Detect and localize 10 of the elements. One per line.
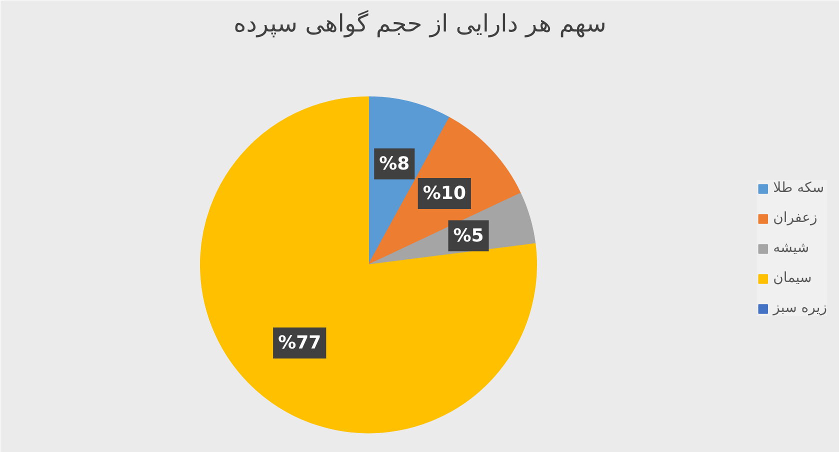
legend-label: شیشه	[773, 240, 810, 256]
data-label: %10	[422, 183, 466, 204]
data-label: %8	[379, 153, 410, 174]
legend-label: زیره سبز	[773, 300, 827, 316]
legend-label: سکه طلا	[773, 180, 824, 196]
data-label: %5	[453, 225, 484, 246]
legend-label: سیمان	[773, 270, 812, 286]
data-label: %77	[278, 332, 322, 354]
chart-title: سهم هر دارایی از حجم گواهی سپرده	[234, 10, 606, 38]
legend-label: زعفران	[773, 210, 818, 226]
